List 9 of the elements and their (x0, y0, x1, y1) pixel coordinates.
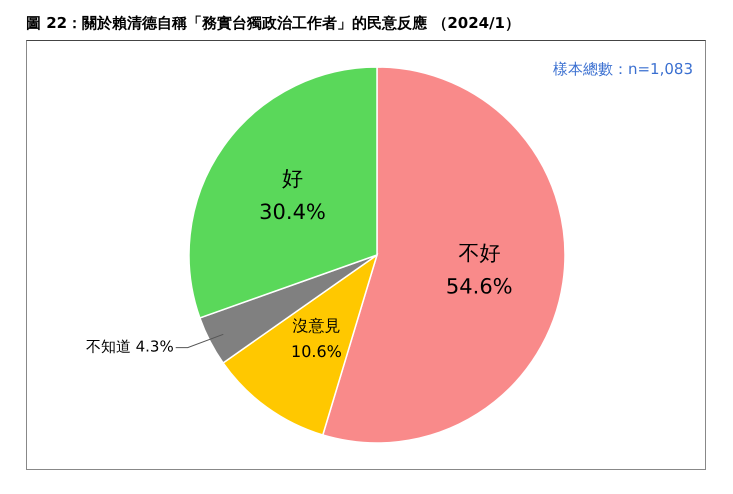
data-label: 10.6% (291, 342, 342, 361)
text: 樣本總數：n=1,083 (552, 60, 693, 79)
slice-label: 好 (282, 166, 304, 190)
data-label: 54.6% (446, 274, 513, 299)
slice-label: 沒意見 (292, 316, 340, 336)
slice-label: 不知道 4.3% (86, 338, 174, 356)
data-label: 30.4% (259, 200, 326, 224)
chart-title: 圖 22：關於賴清德自稱「務實台獨政治工作者」的民意反應 （2024/1） (26, 14, 520, 33)
slice-label: 不好 (458, 241, 500, 266)
